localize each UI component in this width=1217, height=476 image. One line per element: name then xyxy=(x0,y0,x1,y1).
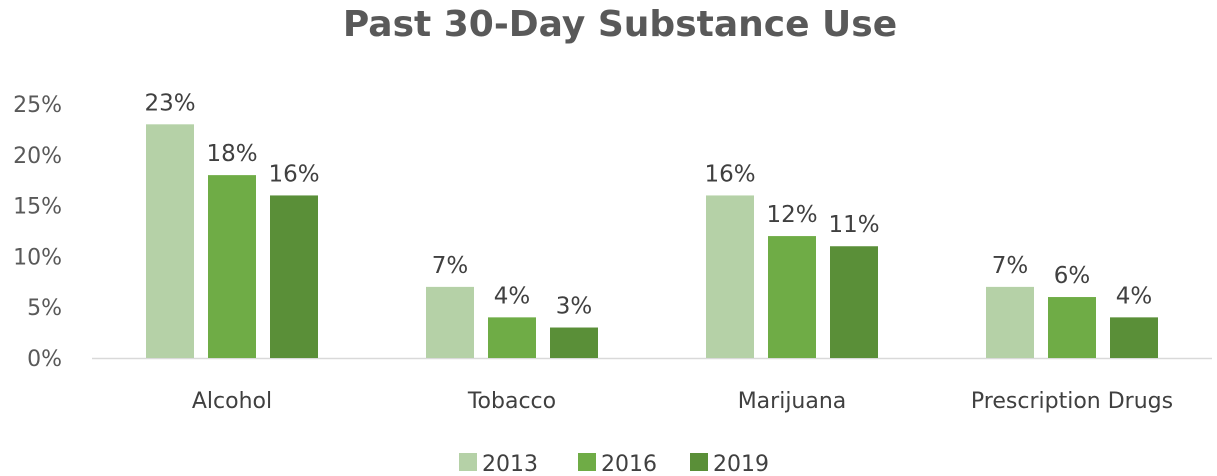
data-label: 18% xyxy=(206,141,257,167)
y-tick-label: 20% xyxy=(13,144,62,169)
bar-tobacco-2019 xyxy=(550,327,598,358)
category-label: Alcohol xyxy=(192,389,272,414)
bar-alcohol-2016 xyxy=(208,175,256,358)
data-label: 7% xyxy=(432,253,469,279)
bar-marijuana-2013 xyxy=(706,195,754,358)
bars xyxy=(146,124,1158,358)
legend-label: 2013 xyxy=(482,452,538,476)
legend: 2013 2016 2019 xyxy=(459,452,769,476)
data-label: 16% xyxy=(704,161,755,187)
bar-prescription-drugs-2016 xyxy=(1048,297,1096,358)
bar-alcohol-2013 xyxy=(146,124,194,358)
bar-marijuana-2016 xyxy=(768,236,816,358)
data-label: 12% xyxy=(766,202,817,228)
category-label: Prescription Drugs xyxy=(971,389,1173,414)
data-label: 23% xyxy=(144,90,195,116)
y-tick-label: 15% xyxy=(13,195,62,220)
legend-swatch-2019 xyxy=(690,453,708,471)
data-label: 4% xyxy=(1116,283,1153,309)
data-label: 11% xyxy=(828,212,879,238)
bar-tobacco-2013 xyxy=(426,286,474,358)
data-label: 4% xyxy=(494,283,531,309)
y-tick-label: 0% xyxy=(27,347,62,372)
chart-title: Past 30-Day Substance Use xyxy=(343,4,897,45)
legend-label: 2016 xyxy=(601,452,657,476)
data-label: 6% xyxy=(1054,263,1091,289)
data-label: 16% xyxy=(268,161,319,187)
category-label: Marijuana xyxy=(738,389,847,414)
legend-swatch-2016 xyxy=(578,453,596,471)
y-tick-label: 25% xyxy=(13,93,62,118)
bar-marijuana-2019 xyxy=(830,246,878,358)
category-label: Tobacco xyxy=(467,389,556,414)
bar-alcohol-2019 xyxy=(270,195,318,358)
legend-label: 2019 xyxy=(713,452,769,476)
bar-tobacco-2016 xyxy=(488,317,536,358)
data-labels: 23% 18% 16% 7% 4% 3% 16% 12% 11% 7% 6% 4% xyxy=(144,90,1152,319)
bar-prescription-drugs-2019 xyxy=(1110,317,1158,358)
x-axis-categories: Alcohol Tobacco Marijuana Prescription Drug… xyxy=(192,389,1173,414)
legend-swatch-2013 xyxy=(459,453,477,471)
y-tick-label: 5% xyxy=(27,296,62,321)
y-axis-ticks: 0% 5% 10% 15% 20% 25% xyxy=(13,93,62,372)
data-label: 3% xyxy=(556,294,593,320)
data-label: 7% xyxy=(992,253,1029,279)
bar-prescription-drugs-2013 xyxy=(986,286,1034,358)
y-tick-label: 10% xyxy=(13,245,62,270)
